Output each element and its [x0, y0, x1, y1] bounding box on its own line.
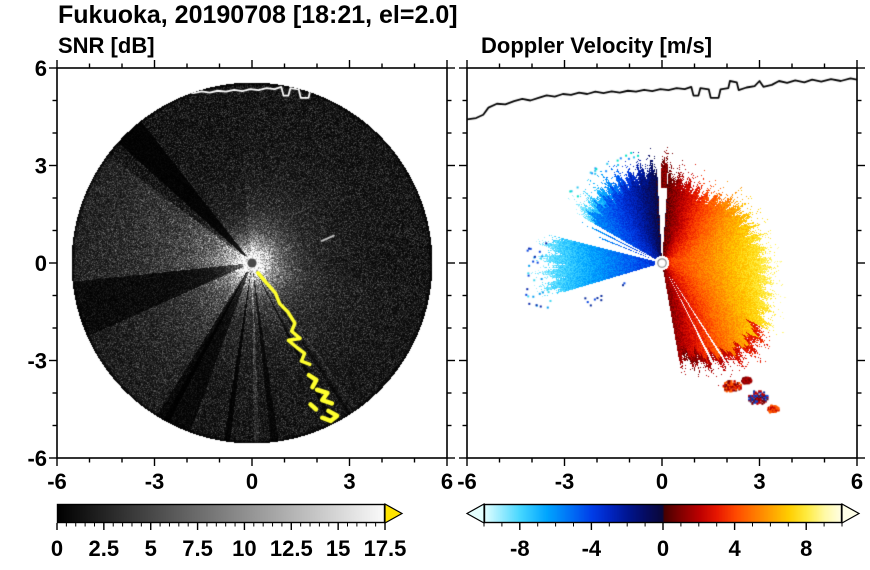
x-tick-label: 6	[851, 469, 863, 494]
velocity-colorbar-canvas	[484, 504, 842, 523]
x-tick-label: -3	[145, 469, 165, 494]
snr-colorbar-tick-label: 7.5	[182, 536, 213, 561]
right-panel-title: Doppler Velocity [m/s]	[481, 33, 713, 58]
snr-colorbar-canvas	[57, 504, 385, 523]
snr-colorbar-tick-label: 12.5	[270, 536, 313, 561]
x-tick-label: -6	[457, 469, 477, 494]
velocity-colorbar-over-arrow	[841, 502, 861, 525]
x-tick-label: 3	[753, 469, 765, 494]
snr-colorbar-tick-label: 17.5	[364, 536, 407, 561]
y-tick-label: -3	[27, 349, 47, 374]
x-tick-label: 6	[441, 469, 453, 494]
velocity-colorbar-tick-label: -4	[582, 536, 602, 561]
x-tick-label: 0	[246, 469, 258, 494]
snr-colorbar-over-arrow	[384, 502, 404, 525]
figure-title: Fukuoka, 20190708 [18:21, el=2.0]	[58, 1, 458, 29]
x-tick-label: -3	[555, 469, 575, 494]
snr-colorbar-tick-label: 5	[145, 536, 157, 561]
snr-colorbar-tick-label: 15	[326, 536, 350, 561]
velocity-colorbar-under-arrow	[465, 502, 485, 525]
velocity-colorbar-tick-label: 0	[657, 536, 669, 561]
left-panel-title: SNR [dB]	[58, 33, 155, 58]
y-tick-label: 0	[35, 251, 47, 276]
snr-ppi-canvas	[57, 68, 447, 458]
y-tick-label: 3	[35, 154, 47, 179]
velocity-colorbar-tick-label: -8	[510, 536, 530, 561]
x-tick-label: 3	[343, 469, 355, 494]
velocity-colorbar-tick-label: 4	[728, 536, 741, 561]
velocity-ppi-canvas	[467, 68, 857, 458]
x-tick-label: -6	[47, 469, 67, 494]
snr-colorbar-tick-label: 0	[51, 536, 63, 561]
x-tick-label: 0	[656, 469, 668, 494]
y-tick-label: 6	[35, 56, 47, 81]
snr-colorbar-tick-label: 2.5	[89, 536, 120, 561]
velocity-colorbar-tick-label: 8	[800, 536, 812, 561]
snr-colorbar-tick-label: 10	[232, 536, 256, 561]
y-tick-label: -6	[27, 446, 47, 471]
